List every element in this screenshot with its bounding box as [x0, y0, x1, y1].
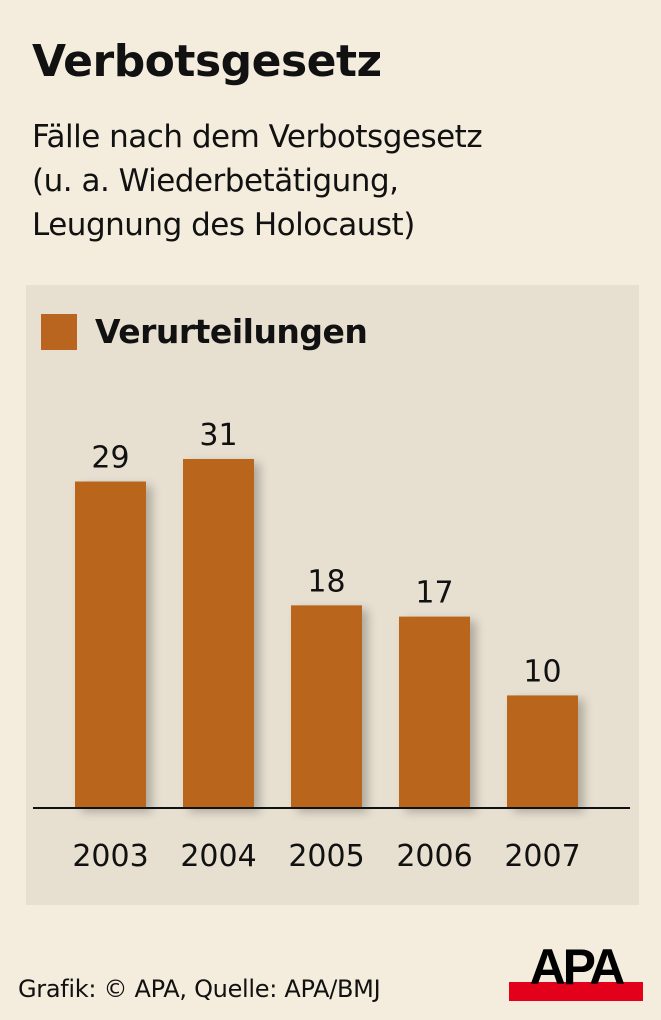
x-tick-label: 2004	[180, 839, 256, 874]
bar	[399, 616, 470, 808]
legend: Verurteilungen	[41, 312, 368, 351]
bar	[507, 695, 578, 808]
bar	[291, 605, 362, 808]
x-tick-label: 2006	[396, 839, 472, 874]
chart-title: Verbotsgesetz	[32, 36, 382, 87]
data-label: 17	[415, 576, 453, 611]
apa-logo: APA	[509, 944, 643, 1001]
legend-label: Verurteilungen	[95, 312, 368, 351]
svg-text:APA: APA	[530, 944, 625, 995]
subtitle-line: Fälle nach dem Verbotsgesetz	[32, 119, 483, 155]
bar	[75, 481, 146, 808]
data-label: 31	[199, 418, 237, 453]
x-tick-label: 2005	[288, 839, 364, 874]
data-label: 10	[523, 654, 561, 689]
subtitle-line: (u. a. Wiederbetätigung,	[32, 163, 399, 199]
subtitle-line: Leugnung des Holocaust)	[32, 207, 415, 243]
legend-swatch	[41, 313, 77, 350]
x-tick-label: 2007	[504, 839, 580, 874]
data-label: 29	[91, 441, 129, 476]
chart-subtitle: Fälle nach dem Verbotsgesetz (u. a. Wied…	[32, 115, 483, 247]
bar	[183, 459, 254, 808]
source-credit: Grafik: © APA, Quelle: APA/BMJ	[18, 975, 381, 1003]
data-label: 18	[307, 564, 345, 599]
x-tick-label: 2003	[72, 839, 148, 874]
